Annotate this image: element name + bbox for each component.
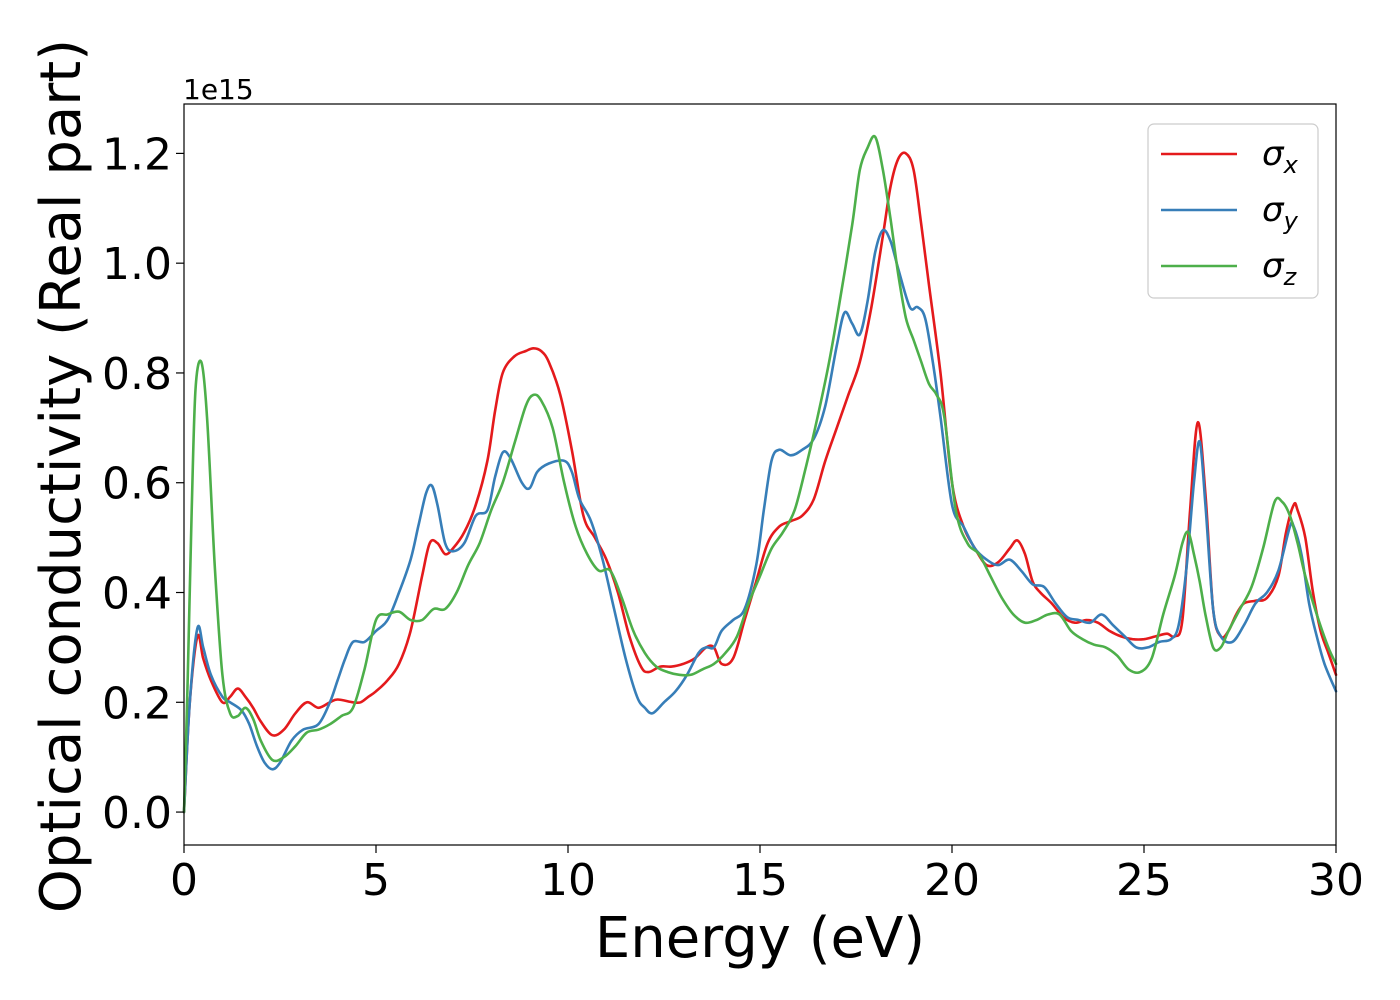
y-tick-label: 1.0	[102, 239, 172, 290]
y-axis-label: Optical conductivity (Real part)	[29, 39, 94, 913]
series-line-x	[182, 151, 1338, 814]
y-tick-label: 0.6	[102, 459, 172, 510]
x-tick-label: 30	[1308, 855, 1364, 906]
x-tick-label: 10	[540, 855, 596, 906]
x-axis-label: Energy (eV)	[595, 906, 925, 971]
series-line-y	[182, 228, 1338, 814]
series-line-z	[182, 134, 1338, 814]
x-tick-label: 0	[170, 855, 198, 906]
y-tick-label: 1.2	[102, 129, 172, 180]
x-tick-label: 25	[1116, 855, 1172, 906]
y-axis-ticks: 0.0 0.2 0.4 0.6 0.8 1.0 1.2	[102, 129, 184, 839]
y-tick-label: 0.8	[102, 349, 172, 400]
x-axis-ticks: 0 5 10 15 20 25 30	[170, 845, 1364, 906]
y-tick-label: 0.0	[102, 788, 172, 839]
y-tick-label: 0.4	[102, 569, 172, 620]
x-tick-label: 5	[362, 855, 390, 906]
y-tick-label: 0.2	[102, 678, 172, 729]
y-offset-label: 1e15	[183, 73, 254, 106]
plot-lines	[182, 134, 1338, 814]
x-tick-label: 20	[924, 855, 980, 906]
x-tick-label: 15	[732, 855, 788, 906]
